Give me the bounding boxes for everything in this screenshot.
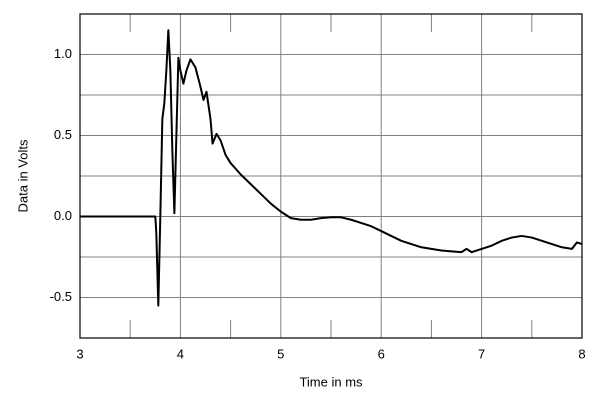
y-tick-label: 0.0: [54, 208, 72, 223]
x-tick-label: 6: [378, 346, 385, 361]
y-axis-title: Data in Volts: [15, 139, 30, 212]
plot-frame: [79, 13, 583, 339]
y-tick-label: 1.0: [54, 46, 72, 61]
data-line: [80, 29, 583, 307]
x-axis-title: Time in ms: [299, 374, 363, 389]
x-tick-label: 7: [478, 346, 485, 361]
x-tick-label: 4: [177, 346, 184, 361]
x-tick-label: 8: [578, 346, 585, 361]
x-tick-label: 5: [277, 346, 284, 361]
y-tick-label: 0.5: [54, 127, 72, 142]
x-tick-label: 3: [76, 346, 83, 361]
y-tick-label: -0.5: [50, 289, 72, 304]
